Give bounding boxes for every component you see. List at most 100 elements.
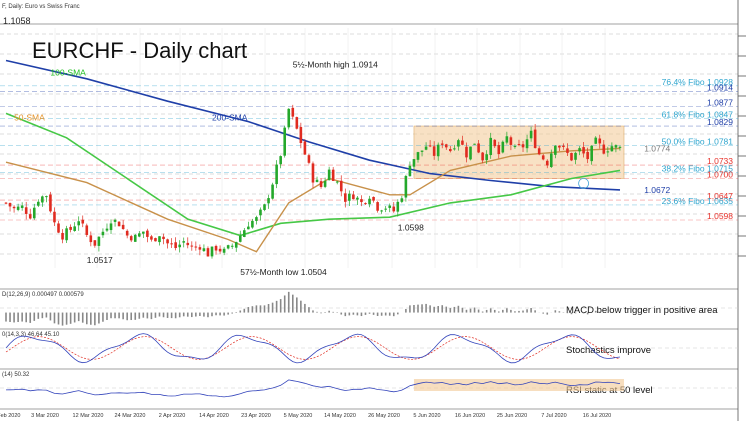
x-tick-label: 7 Jul 2020 bbox=[541, 413, 566, 419]
annotation: 1.0517 bbox=[87, 255, 113, 265]
candle-body bbox=[109, 223, 113, 231]
candle-body bbox=[198, 247, 202, 250]
candle-body bbox=[558, 145, 561, 148]
indicator-comment: Stochastics improve bbox=[566, 345, 651, 356]
candle-body bbox=[32, 207, 36, 219]
candle-body bbox=[602, 144, 606, 154]
x-tick-label: 12 Mar 2020 bbox=[73, 413, 104, 419]
candle-body bbox=[554, 145, 557, 155]
candle-body bbox=[400, 198, 404, 202]
candle-body bbox=[549, 153, 553, 167]
x-axis: 20 Feb 2020 3 Mar 2020 12 Mar 2020 24 Mar 2… bbox=[0, 408, 738, 419]
candle-body bbox=[45, 196, 48, 198]
candle-body bbox=[533, 129, 537, 149]
candle-body bbox=[218, 248, 222, 252]
candle-body bbox=[186, 242, 190, 246]
candle-body bbox=[307, 155, 311, 163]
candle-body bbox=[412, 159, 416, 167]
candle-body bbox=[416, 152, 420, 160]
candle-body bbox=[226, 245, 230, 249]
candle-body bbox=[73, 226, 76, 231]
candle-body bbox=[16, 206, 20, 210]
candle-body bbox=[247, 226, 250, 230]
candle-body bbox=[610, 146, 614, 152]
candle-body bbox=[24, 207, 28, 214]
level-label: 61.8% Fibo 1.0847 bbox=[662, 110, 734, 120]
level-label: 1.0877 bbox=[707, 98, 733, 108]
candle-body bbox=[234, 242, 238, 248]
candle-body bbox=[12, 206, 16, 209]
candle-body bbox=[323, 180, 327, 187]
candle-body bbox=[295, 117, 299, 129]
x-tick-label: 25 Jun 2020 bbox=[497, 413, 527, 419]
sma-200-line bbox=[5, 59, 621, 191]
candle-body bbox=[158, 236, 161, 243]
level-label: 1.0598 bbox=[707, 211, 733, 221]
candle-body bbox=[121, 224, 125, 230]
annotations: 5½-Month high 1.0914 57½-Month low 1.0504… bbox=[14, 60, 670, 277]
candle-body bbox=[275, 164, 278, 185]
candle-body bbox=[493, 139, 497, 147]
candle-body bbox=[432, 146, 436, 156]
candle-body bbox=[166, 239, 169, 244]
level-label: 1.0733 bbox=[707, 156, 733, 166]
candle-body bbox=[348, 193, 351, 201]
candle-body bbox=[8, 202, 12, 207]
candle-body bbox=[376, 202, 379, 211]
candle-body bbox=[319, 181, 323, 187]
candle-body bbox=[89, 235, 93, 243]
indicator-panels: D(12,26,9) 0.000497 0.000579 MACD below t… bbox=[0, 288, 738, 398]
candle-body bbox=[465, 146, 468, 158]
indicator-header: D(12,26,9) 0.000497 0.000579 bbox=[2, 292, 84, 298]
candle-body bbox=[283, 127, 287, 156]
candle-body bbox=[436, 144, 440, 157]
candle-body bbox=[590, 145, 593, 162]
x-tick-label: 2 Apr 2020 bbox=[159, 413, 186, 419]
candle-body bbox=[457, 140, 460, 147]
candle-body bbox=[271, 184, 274, 199]
x-tick-label: 14 May 2020 bbox=[324, 413, 356, 419]
candle-body bbox=[162, 236, 165, 240]
candle-body bbox=[598, 138, 602, 144]
candle-body bbox=[384, 208, 387, 210]
candle-body bbox=[562, 145, 565, 147]
candle-body bbox=[255, 217, 258, 221]
level-label: 1.0647 bbox=[707, 191, 733, 201]
candle-body bbox=[190, 245, 194, 247]
candle-body bbox=[352, 194, 355, 200]
candle-body bbox=[440, 143, 444, 145]
candle-body bbox=[372, 196, 375, 201]
candle-body bbox=[93, 240, 97, 246]
candle-body bbox=[267, 198, 270, 204]
annotation: 100-SMA bbox=[50, 68, 86, 78]
candle-body bbox=[150, 236, 153, 240]
candle-body bbox=[545, 160, 549, 166]
candle-body bbox=[20, 205, 24, 208]
candle-body bbox=[182, 241, 186, 243]
candle-body bbox=[137, 233, 141, 237]
candle-body bbox=[263, 204, 266, 210]
candle-body bbox=[81, 219, 85, 224]
candle-body bbox=[311, 163, 315, 183]
candle-body bbox=[117, 221, 121, 227]
annotation: 1.0774 bbox=[644, 143, 670, 153]
indicator-comment: MACD below trigger in positive area bbox=[566, 305, 718, 316]
candle-body bbox=[469, 146, 472, 160]
candle-body bbox=[65, 228, 68, 241]
candle-body bbox=[142, 231, 145, 234]
candle-body bbox=[259, 209, 262, 216]
candle-body bbox=[396, 201, 400, 212]
candle-body bbox=[339, 180, 343, 192]
candle-body bbox=[578, 148, 581, 152]
candle-body bbox=[509, 137, 513, 145]
candle-body bbox=[501, 141, 505, 153]
candle-body bbox=[331, 169, 335, 181]
level-label: 1.0700 bbox=[707, 170, 733, 180]
candle-body bbox=[356, 197, 359, 200]
candle-body bbox=[174, 242, 177, 249]
sma-cross-marker bbox=[578, 177, 590, 189]
candle-body bbox=[420, 150, 424, 152]
annotation: 5½-Month high 1.0914 bbox=[293, 60, 378, 70]
candle-body bbox=[521, 144, 525, 148]
candle-body bbox=[477, 143, 480, 153]
